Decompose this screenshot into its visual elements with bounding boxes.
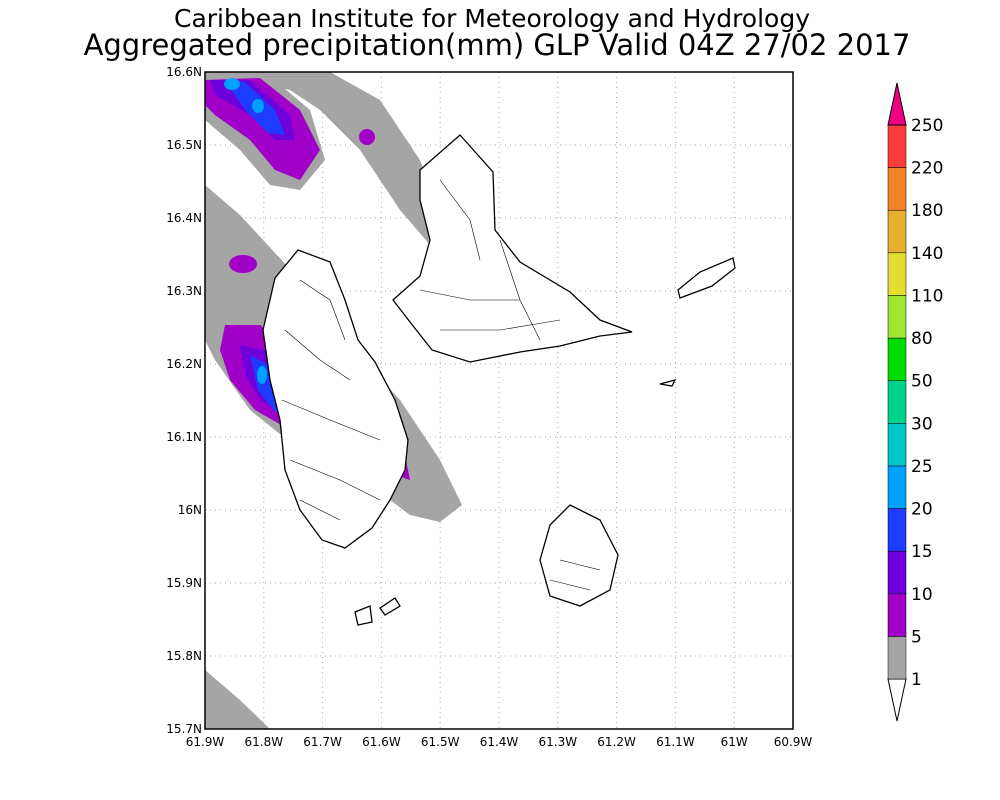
colorbar-label: 10 <box>911 585 933 605</box>
les-saintes <box>379 597 401 616</box>
y-tick-label: 16.6N <box>166 65 202 79</box>
precip-1 <box>205 72 445 245</box>
precip-5 <box>359 129 375 145</box>
colorbar-box <box>887 465 907 509</box>
subtitle: Aggregated precipitation(mm) GLP Valid 0… <box>84 28 911 62</box>
colorbar-box <box>887 295 907 339</box>
precip-20 <box>224 78 240 90</box>
colorbar-triangle <box>887 82 907 126</box>
y-tick-label: 15.9N <box>166 576 202 590</box>
y-tick-label: 16.4N <box>166 211 202 225</box>
x-tick-label: 61.7W <box>303 735 342 749</box>
y-tick-label: 16.1N <box>166 430 202 444</box>
petite-terre <box>659 379 677 387</box>
colorbar-label: 250 <box>911 116 943 136</box>
marie-galante <box>539 504 619 607</box>
x-tick-label: 61.1W <box>656 735 695 749</box>
boundaries <box>281 179 601 591</box>
x-tick-label: 61.3W <box>539 735 578 749</box>
colorbar-label: 50 <box>911 372 933 392</box>
precip-20 <box>252 99 264 113</box>
title: Caribbean Institute for Meteorology and … <box>174 4 810 33</box>
colorbar-label: 20 <box>911 500 933 520</box>
les-saintes <box>354 605 373 626</box>
y-tick-label: 16.5N <box>166 138 202 152</box>
colorbar-label: 220 <box>911 159 943 179</box>
precip-20 <box>257 366 267 384</box>
map-frame <box>204 71 794 730</box>
colorbar-box <box>887 380 907 424</box>
colorbar-box <box>887 423 907 467</box>
colorbar-box <box>887 124 907 168</box>
colorbar-box <box>887 337 907 381</box>
islands <box>262 134 736 626</box>
x-tick-label: 61.9W <box>186 735 225 749</box>
x-tick-label: 60.9W <box>774 735 813 749</box>
precip-1 <box>205 670 270 729</box>
colorbar-label: 110 <box>911 286 943 306</box>
y-tick-label: 16.3N <box>166 284 202 298</box>
precip-5 <box>229 255 257 273</box>
colorbar-label: 30 <box>911 414 933 434</box>
colorbar-box <box>887 252 907 296</box>
y-tick-label: 15.7N <box>166 722 202 736</box>
colorbar-box <box>887 209 907 254</box>
colorbar-box <box>887 167 907 211</box>
x-tick-label: 61.2W <box>597 735 636 749</box>
grande-terre <box>392 134 633 363</box>
y-tick-label: 16.2N <box>166 357 202 371</box>
colorbar-label: 180 <box>911 201 943 221</box>
x-tick-label: 61.4W <box>480 735 519 749</box>
y-tick-label: 16N <box>178 503 202 517</box>
basse-terre <box>262 249 409 549</box>
x-tick-label: 61.6W <box>362 735 401 749</box>
colorbar-box <box>887 550 907 595</box>
colorbar-label: 5 <box>911 627 922 647</box>
x-tick-label: 61W <box>721 735 748 749</box>
colorbar-label: 1 <box>911 670 922 690</box>
la-desirade <box>677 257 736 299</box>
x-tick-label: 61.5W <box>421 735 460 749</box>
colorbar-label: 25 <box>911 457 933 477</box>
colorbar-label: 80 <box>911 329 933 349</box>
colorbar-box <box>887 593 907 637</box>
x-tick-label: 61.8W <box>245 735 284 749</box>
colorbar-box <box>887 508 907 552</box>
colorbar-triangle <box>887 678 907 722</box>
colorbar-label: 140 <box>911 244 943 264</box>
colorbar-label: 15 <box>911 542 933 562</box>
y-tick-label: 15.8N <box>166 649 202 663</box>
colorbar-box <box>887 636 907 680</box>
